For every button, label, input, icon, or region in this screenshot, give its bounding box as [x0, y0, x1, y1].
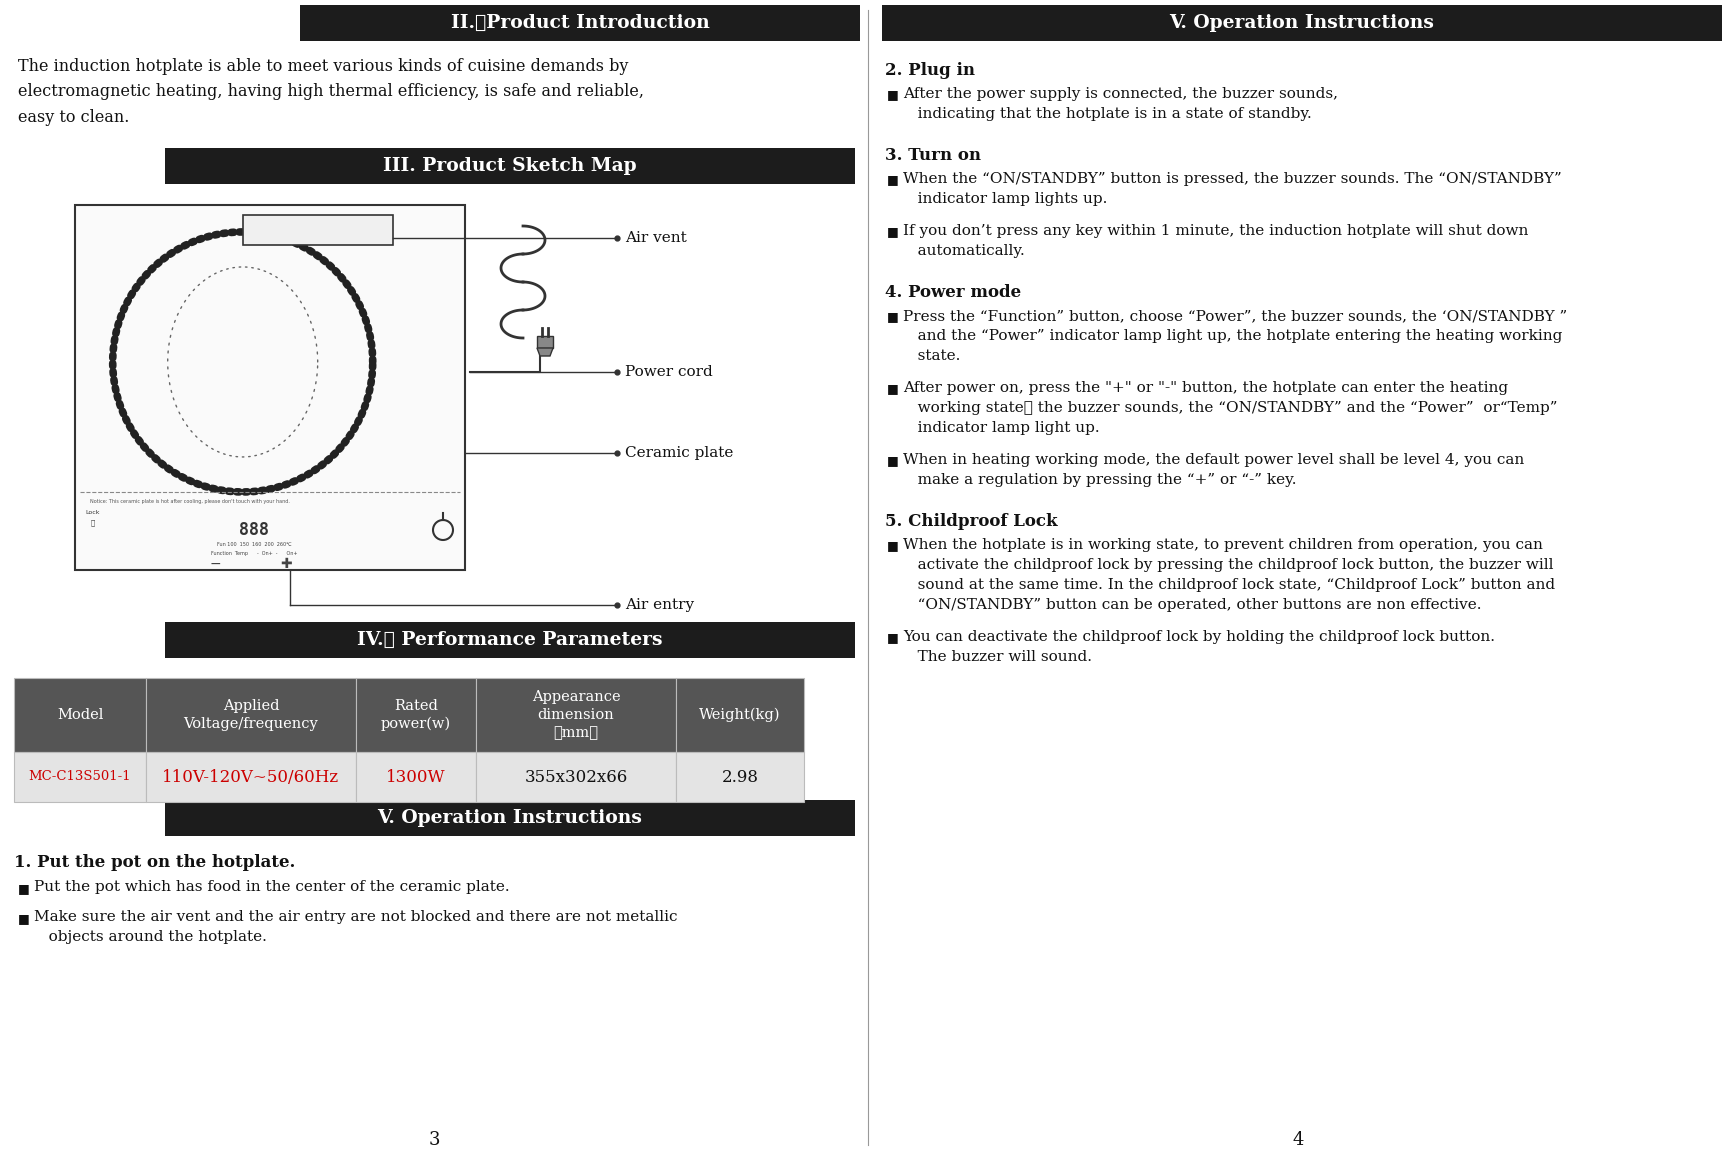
Text: After the power supply is connected, the buzzer sounds,
   indicating that the h: After the power supply is connected, the… — [903, 87, 1337, 121]
Bar — [356, 752, 476, 802]
Bar — [676, 678, 804, 752]
Bar — [145, 752, 356, 802]
Bar — [476, 752, 676, 802]
Text: Press the “Function” button, choose “Power”, the buzzer sounds, the ‘ON/STANDBY : Press the “Function” button, choose “Pow… — [903, 309, 1567, 363]
Bar — [476, 678, 676, 752]
Text: V. Operation Instructions: V. Operation Instructions — [377, 809, 642, 828]
Text: When in heating working mode, the default power level shall be level 4, you can
: When in heating working mode, the defaul… — [903, 453, 1524, 487]
Text: After power on, press the "+" or "-" button, the hotplate can enter the heating
: After power on, press the "+" or "-" but… — [903, 381, 1557, 435]
Text: ■: ■ — [887, 382, 900, 395]
Text: −: − — [209, 557, 221, 571]
Text: ■: ■ — [887, 88, 900, 101]
Text: Applied
Voltage/frequency: Applied Voltage/frequency — [183, 699, 318, 731]
Text: MC-C13S501-1: MC-C13S501-1 — [29, 771, 131, 783]
Text: Put the pot which has food in the center of the ceramic plate.: Put the pot which has food in the center… — [35, 880, 510, 894]
Text: ■: ■ — [887, 539, 900, 552]
Text: When the hotplate is in working state, to prevent children from operation, you c: When the hotplate is in working state, t… — [903, 538, 1555, 612]
Text: Fun 100  150  160  200  260℃: Fun 100 150 160 200 260℃ — [216, 542, 292, 547]
Text: ■: ■ — [887, 630, 900, 644]
Text: When the “ON/STANDBY” button is pressed, the buzzer sounds. The “ON/STANDBY”
   : When the “ON/STANDBY” button is pressed,… — [903, 172, 1562, 206]
Text: Power cord: Power cord — [625, 365, 713, 379]
Text: 2.98: 2.98 — [721, 768, 758, 786]
Text: Appearance
dimension
（mm）: Appearance dimension （mm） — [531, 690, 621, 741]
Text: Rated
power(w): Rated power(w) — [381, 699, 452, 731]
Bar — [356, 678, 476, 752]
Text: The induction hotplate is able to meet various kinds of cuisine demands by
elect: The induction hotplate is able to meet v… — [17, 58, 644, 126]
Text: Make sure the air vent and the air entry are not blocked and there are not metal: Make sure the air vent and the air entry… — [35, 910, 678, 945]
Text: Notice: This ceramic plate is hot after cooling, please don't touch with your ha: Notice: This ceramic plate is hot after … — [90, 500, 291, 504]
Text: Air vent: Air vent — [625, 231, 687, 245]
Text: 888: 888 — [239, 522, 270, 539]
Polygon shape — [536, 348, 554, 356]
Text: ⚿: ⚿ — [92, 519, 95, 526]
Text: 1300W: 1300W — [386, 768, 446, 786]
Bar — [14, 678, 145, 752]
Bar — [676, 752, 804, 802]
Text: ✚: ✚ — [280, 557, 291, 571]
Bar — [164, 800, 855, 836]
Text: IV.　 Performance Parameters: IV. Performance Parameters — [358, 630, 663, 649]
Text: ■: ■ — [17, 912, 29, 925]
Text: V. Operation Instructions: V. Operation Instructions — [1169, 14, 1434, 32]
Text: Weight(kg): Weight(kg) — [699, 708, 780, 722]
Text: ■: ■ — [887, 454, 900, 467]
Text: ■: ■ — [887, 225, 900, 238]
Bar — [242, 216, 393, 245]
Text: Model: Model — [57, 708, 104, 722]
Text: ■: ■ — [17, 882, 29, 895]
Bar — [882, 5, 1721, 41]
Bar — [74, 205, 465, 570]
Text: 3. Turn on: 3. Turn on — [886, 147, 981, 165]
Text: If you don’t press any key within 1 minute, the induction hotplate will shut dow: If you don’t press any key within 1 minu… — [903, 224, 1528, 258]
Text: 3: 3 — [429, 1131, 439, 1149]
Bar — [536, 336, 554, 348]
Text: III. Product Sketch Map: III. Product Sketch Map — [382, 156, 637, 175]
Text: 4. Power mode: 4. Power mode — [886, 284, 1021, 301]
Text: Ceramic plate: Ceramic plate — [625, 446, 734, 460]
Bar — [14, 752, 145, 802]
Bar — [299, 5, 860, 41]
Text: 4: 4 — [1292, 1131, 1304, 1149]
Text: Function  Temp      -  On+  -      On+: Function Temp - On+ - On+ — [211, 552, 298, 556]
Bar — [164, 622, 855, 658]
Bar — [145, 678, 356, 752]
Text: 1. Put the pot on the hotplate.: 1. Put the pot on the hotplate. — [14, 854, 296, 872]
Text: Lock: Lock — [86, 510, 100, 515]
Text: 2. Plug in: 2. Plug in — [886, 61, 976, 79]
Text: Air entry: Air entry — [625, 598, 694, 612]
Text: ■: ■ — [887, 309, 900, 323]
Text: 355x302x66: 355x302x66 — [524, 768, 628, 786]
Text: ■: ■ — [887, 173, 900, 185]
Bar — [164, 148, 855, 184]
Text: II.　Product Introduction: II. Product Introduction — [450, 14, 709, 32]
Text: You can deactivate the childproof lock by holding the childproof lock button.
  : You can deactivate the childproof lock b… — [903, 630, 1495, 664]
Text: 110V-120V~50/60Hz: 110V-120V~50/60Hz — [163, 768, 339, 786]
Text: 5. Childproof Lock: 5. Childproof Lock — [886, 513, 1057, 530]
